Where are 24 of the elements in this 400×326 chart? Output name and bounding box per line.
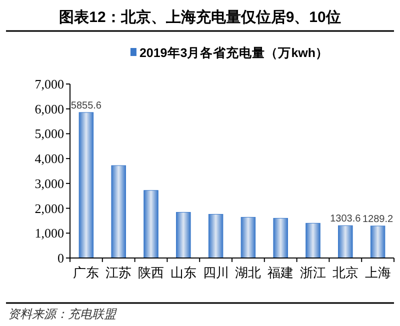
legend-label: 2019年3月各省充电量（万kwh） xyxy=(139,45,329,60)
y-tick-label: 5,000 xyxy=(34,126,64,142)
y-tick-label: 1,000 xyxy=(34,226,64,241)
text: 资料来源：充电联盟 xyxy=(8,307,117,321)
x-tick-label: 湖北 xyxy=(235,265,262,280)
data-label: 5855.6 xyxy=(70,100,102,112)
x-tick-label: 福建 xyxy=(268,265,294,280)
x-tick-label: 四川 xyxy=(202,265,229,280)
chart-title: 图表12：北京、上海充电量仅位居9、10位 xyxy=(59,8,341,26)
x-tick-label: 广东 xyxy=(73,265,100,280)
data-label: 1289.2 xyxy=(362,214,394,225)
x-tick-label: 浙江 xyxy=(300,265,326,280)
x-tick-label: 陕西 xyxy=(138,265,164,280)
data-label: 1303.6 xyxy=(330,214,362,225)
y-tick-label: 0 xyxy=(58,250,64,266)
x-tick-label: 江苏 xyxy=(106,265,132,280)
x-tick-label: 上海 xyxy=(364,265,391,280)
x-tick-label: 山东 xyxy=(170,265,196,280)
x-tick-label: 北京 xyxy=(332,265,358,280)
y-tick-label: 3,000 xyxy=(34,176,64,191)
y-tick-label: 6,000 xyxy=(34,101,64,116)
y-tick-label: 4,000 xyxy=(34,151,64,166)
y-tick-label: 7,000 xyxy=(34,76,64,92)
y-tick-label: 2,000 xyxy=(34,200,64,216)
